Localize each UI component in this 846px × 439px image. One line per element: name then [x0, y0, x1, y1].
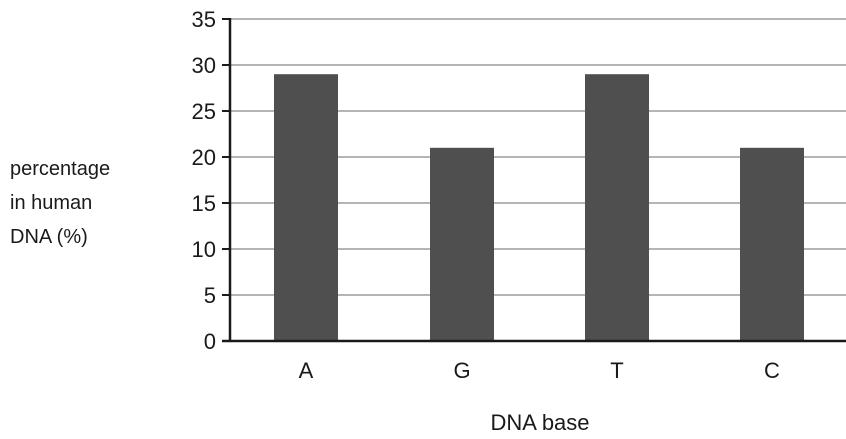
axis-layer [222, 18, 846, 343]
y-tick-label: 10 [192, 237, 216, 262]
bar [585, 74, 649, 341]
y-tick-label: 35 [192, 7, 216, 32]
y-tick-label: 5 [204, 283, 216, 308]
y-tick-label: 0 [204, 329, 216, 354]
label-layer: 0 5 10 15 20 25 30 35 A G T C [192, 7, 781, 383]
x-axis-label: DNA base [490, 410, 589, 435]
x-tick-label: G [453, 358, 470, 383]
bar [430, 147, 494, 341]
x-tick-label: C [764, 358, 780, 383]
x-tick-label: T [610, 358, 623, 383]
y-tick-label: 30 [192, 53, 216, 78]
bar-layer [274, 74, 804, 341]
y-tick-label: 20 [192, 145, 216, 170]
y-tick-label: 25 [192, 99, 216, 124]
bar [274, 74, 338, 341]
y-axis-label-line: in human [10, 192, 93, 214]
x-tick-label: A [299, 358, 314, 383]
y-axis-label-line: percentage [10, 158, 111, 180]
bar [740, 147, 804, 341]
y-tick-label: 15 [192, 191, 216, 216]
y-axis-label-line: DNA (%) [10, 226, 88, 248]
y-axis-label: percentage in human DNA (%) [10, 152, 160, 254]
